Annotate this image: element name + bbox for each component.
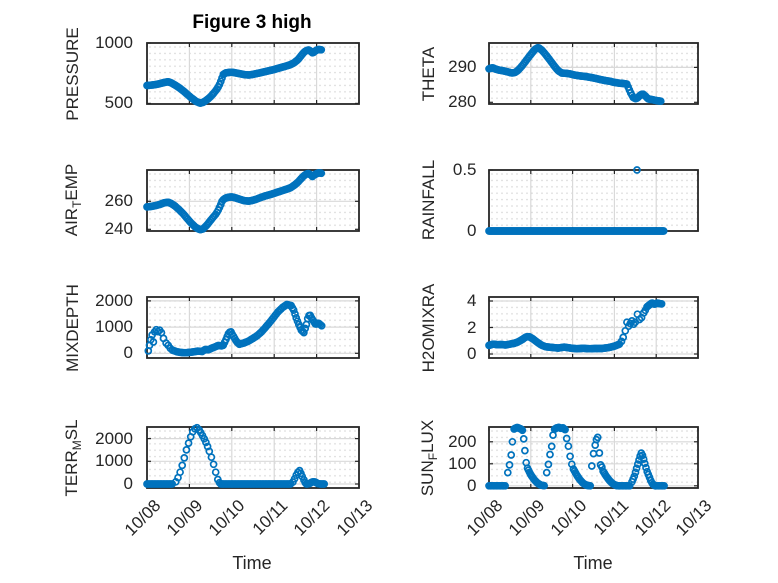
time-axis-label-left: Time bbox=[232, 553, 272, 573]
y-axis-label-mixdepth: MIXDEPTH bbox=[63, 283, 82, 372]
plot-area-rainfall bbox=[485, 165, 700, 235]
y-tick-label-rainfall: 0.5 bbox=[452, 159, 477, 179]
y-tick-label-mixdepth: 1000 bbox=[95, 317, 133, 337]
y-tick-label-air-temp: 240 bbox=[104, 218, 133, 238]
y-axis-label-sun-flux: SUNFLUX bbox=[417, 419, 441, 496]
y-tick-label-mixdepth: 0 bbox=[123, 343, 133, 363]
x-tick-label-terr-msl: 10/13 bbox=[332, 496, 376, 540]
plot-area-h2omixra bbox=[485, 296, 700, 359]
y-axis-label-air-temp: AIRTEMP bbox=[61, 163, 85, 237]
y-tick-label-pressure: 1000 bbox=[95, 33, 133, 52]
x-tick-label-sun-flux: 10/09 bbox=[505, 496, 549, 540]
x-tick-label-terr-msl: 10/12 bbox=[290, 496, 334, 540]
y-tick-label-rainfall: 0 bbox=[467, 220, 477, 240]
y-axis-label-pressure: PRESSURE bbox=[63, 26, 82, 121]
y-axis-label-rainfall: RAINFALL bbox=[419, 159, 438, 241]
y-axis-label-terr-msl: TERRMSL bbox=[61, 418, 85, 497]
x-tick-label-terr-msl: 10/08 bbox=[120, 496, 164, 540]
y-tick-label-pressure: 500 bbox=[104, 93, 133, 113]
scatter-series-terr-msl bbox=[142, 423, 328, 488]
y-tick-label-mixdepth: 2000 bbox=[95, 290, 133, 310]
scatter-series-h2omixra bbox=[485, 299, 666, 353]
plot-area-mixdepth bbox=[143, 296, 360, 359]
y-tick-label-h2omixra: 2 bbox=[467, 317, 477, 337]
time-axis-label-right: Time bbox=[573, 553, 613, 573]
scatter-series-mixdepth bbox=[143, 300, 326, 357]
scatter-series-rainfall bbox=[485, 165, 668, 235]
y-axis-label-h2omixra: H2OMIXRA bbox=[419, 283, 438, 372]
y-tick-label-h2omixra: 4 bbox=[467, 291, 477, 310]
y-tick-label-terr-msl: 1000 bbox=[95, 451, 133, 471]
scatter-series-pressure bbox=[142, 45, 325, 107]
plot-area-theta bbox=[485, 42, 700, 106]
x-tick-label-terr-msl: 10/09 bbox=[162, 496, 207, 540]
scatter-series-sun-flux bbox=[485, 423, 669, 490]
figure-title: Figure 3 high bbox=[192, 12, 312, 33]
y-tick-label-sun-flux: 0 bbox=[467, 475, 477, 495]
scatter-series-air-temp bbox=[142, 168, 325, 233]
plot-area-pressure bbox=[142, 42, 360, 107]
scatter-series-theta bbox=[485, 43, 665, 106]
x-tick-label-terr-msl: 10/11 bbox=[248, 496, 292, 539]
x-tick-label-sun-flux: 10/10 bbox=[546, 496, 591, 540]
y-axis-label-theta: THETA bbox=[419, 46, 438, 101]
plot-area-terr-msl bbox=[142, 423, 360, 489]
x-tick-label-sun-flux: 10/12 bbox=[630, 496, 674, 540]
x-tick-label-sun-flux: 10/13 bbox=[672, 496, 716, 540]
y-tick-label-terr-msl: 0 bbox=[123, 474, 133, 493]
y-tick-label-theta: 280 bbox=[448, 92, 477, 112]
y-tick-label-sun-flux: 200 bbox=[448, 431, 477, 451]
y-tick-label-terr-msl: 2000 bbox=[95, 428, 133, 448]
x-tick-label-sun-flux: 10/11 bbox=[589, 496, 633, 539]
plot-area-air-temp bbox=[142, 168, 360, 233]
y-tick-label-sun-flux: 100 bbox=[448, 453, 477, 473]
x-tick-label-terr-msl: 10/10 bbox=[205, 496, 249, 540]
plot-area-sun-flux bbox=[485, 423, 700, 490]
x-tick-label-sun-flux: 10/08 bbox=[463, 496, 507, 540]
y-tick-label-theta: 290 bbox=[448, 57, 477, 77]
y-tick-label-h2omixra: 0 bbox=[467, 344, 477, 363]
y-tick-label-air-temp: 260 bbox=[104, 190, 133, 210]
